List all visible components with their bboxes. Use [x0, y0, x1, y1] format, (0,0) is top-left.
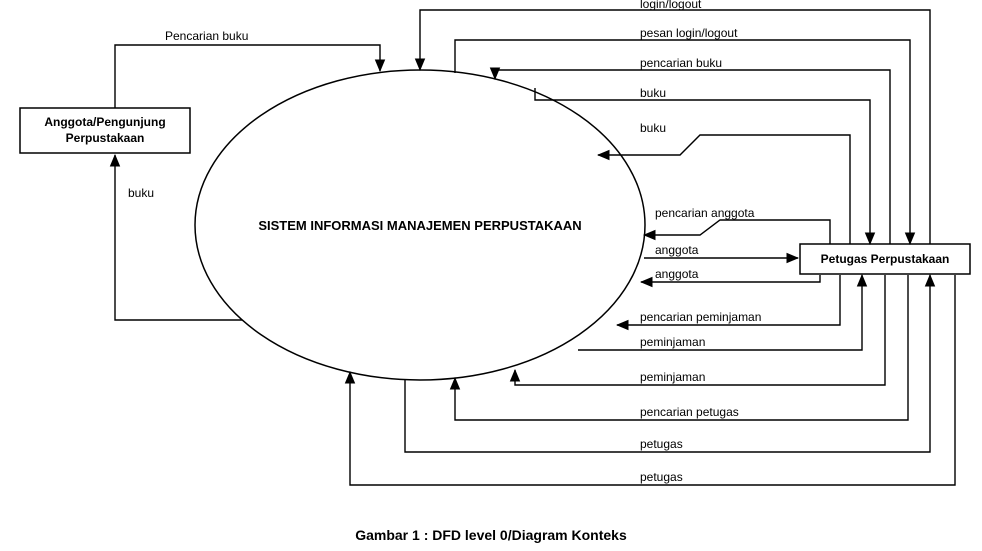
- label-pencarian-buku-left: Pencarian buku: [165, 29, 248, 43]
- label-anggota-to-system: anggota: [655, 267, 699, 281]
- label-buku-left: buku: [128, 186, 154, 200]
- label-buku-right-lower: buku: [640, 121, 666, 135]
- diagram-caption: Gambar 1 : DFD level 0/Diagram Konteks: [355, 527, 627, 543]
- process-system-label: SISTEM INFORMASI MANAJEMEN PERPUSTAKAAN: [258, 218, 581, 233]
- label-petugas-upper: petugas: [640, 437, 683, 451]
- label-pesan-login-logout: pesan login/logout: [640, 26, 738, 40]
- label-peminjaman-lower: peminjaman: [640, 370, 705, 384]
- label-pencarian-peminjaman: pencarian peminjaman: [640, 310, 761, 324]
- flow-pencarian-anggota: [644, 220, 830, 244]
- label-buku-right-upper: buku: [640, 86, 666, 100]
- label-pencarian-anggota: pencarian anggota: [655, 206, 755, 220]
- entity-petugas-label: Petugas Perpustakaan: [821, 252, 950, 266]
- label-peminjaman-upper: peminjaman: [640, 335, 705, 349]
- dfd-diagram: Anggota/Pengunjung Perpustakaan SISTEM I…: [0, 0, 982, 551]
- entity-anggota-label1: Anggota/Pengunjung: [44, 115, 165, 129]
- entity-anggota-label2: Perpustakaan: [66, 131, 145, 145]
- label-pencarian-petugas: pencarian petugas: [640, 405, 739, 419]
- label-anggota-to-petugas: anggota: [655, 243, 699, 257]
- label-pencarian-buku-right: pencarian buku: [640, 56, 722, 70]
- label-login-logout: login/logout: [640, 0, 702, 11]
- label-petugas-lower: petugas: [640, 470, 683, 484]
